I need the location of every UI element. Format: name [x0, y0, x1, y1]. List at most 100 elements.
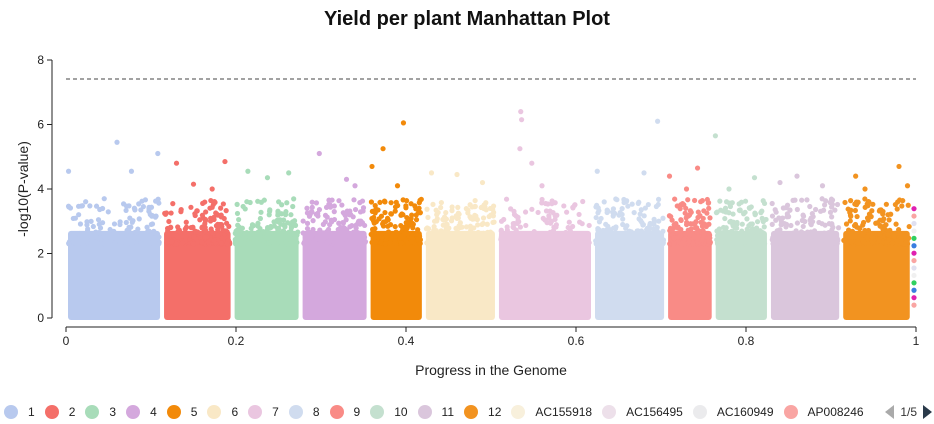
peak-point[interactable]	[128, 168, 135, 174]
data-point	[347, 224, 353, 230]
legend-label: 5	[190, 405, 198, 419]
y-tick-label: 0	[37, 311, 44, 325]
data-point	[325, 226, 332, 233]
peak-point[interactable]	[380, 146, 386, 152]
peak-point[interactable]	[539, 183, 545, 189]
legend-prev-icon[interactable]	[885, 405, 895, 419]
peak-point[interactable]	[726, 186, 732, 192]
legend-item-7[interactable]: 7	[248, 405, 279, 419]
data-point	[855, 240, 861, 246]
peak-point[interactable]	[343, 176, 350, 182]
data-point	[274, 217, 280, 223]
data-point	[704, 196, 710, 203]
legend-item-6[interactable]: 6	[207, 405, 238, 419]
data-point	[361, 234, 367, 240]
peak-point[interactable]	[209, 186, 215, 192]
legend-next-icon[interactable]	[923, 405, 932, 419]
peak-point[interactable]	[479, 179, 486, 186]
peak-point[interactable]	[594, 168, 600, 174]
dense-points-band	[164, 230, 231, 320]
peak-point[interactable]	[155, 150, 161, 157]
data-point	[183, 219, 189, 225]
data-point	[777, 227, 783, 233]
legend-item-10[interactable]: 10	[370, 405, 408, 419]
peak-point[interactable]	[286, 170, 292, 176]
legend-item-11[interactable]: 11	[417, 405, 454, 419]
peak-point[interactable]	[190, 181, 197, 187]
data-point	[511, 208, 517, 214]
contig-points	[911, 206, 917, 308]
data-point	[307, 233, 313, 240]
peak-point[interactable]	[369, 163, 375, 170]
legend-item-8[interactable]: 8	[288, 405, 320, 419]
legend-item-AC160949[interactable]: AC160949	[692, 405, 774, 419]
peak-point[interactable]	[641, 170, 647, 176]
legend-item-2[interactable]: 2	[44, 405, 75, 419]
peak-point[interactable]	[518, 109, 524, 115]
data-point	[438, 199, 444, 206]
legend-item-5[interactable]: 5	[166, 405, 198, 419]
peak-point[interactable]	[65, 168, 72, 174]
data-point	[388, 211, 395, 217]
legend-item-3[interactable]: 3	[85, 405, 116, 419]
data-point	[281, 217, 287, 223]
peak-point[interactable]	[222, 158, 228, 165]
peak-point[interactable]	[751, 175, 758, 181]
data-point	[620, 216, 626, 222]
data-point	[200, 200, 206, 206]
x-tick-label: 1	[913, 334, 920, 348]
data-point	[683, 205, 689, 211]
data-point	[449, 215, 455, 221]
peak-point[interactable]	[683, 186, 690, 192]
peak-point[interactable]	[173, 160, 180, 166]
peak-point[interactable]	[529, 160, 535, 166]
data-point	[147, 211, 153, 218]
data-point	[653, 203, 659, 210]
data-point	[88, 233, 94, 239]
data-point	[594, 202, 600, 208]
legend-item-1[interactable]: 1	[4, 405, 35, 419]
peak-point[interactable]	[264, 175, 271, 181]
legend-item-12[interactable]: 12	[464, 405, 501, 419]
chromosome-1-points	[65, 139, 162, 320]
legend-item-9[interactable]: 9	[329, 405, 360, 419]
peak-point[interactable]	[454, 171, 460, 178]
peak-point[interactable]	[862, 186, 868, 192]
peak-point[interactable]	[819, 183, 826, 189]
peak-point[interactable]	[428, 170, 435, 176]
data-point	[92, 239, 98, 245]
data-point	[688, 221, 694, 227]
peak-point[interactable]	[316, 150, 322, 157]
data-point	[861, 239, 867, 245]
data-point	[170, 201, 176, 207]
peak-point[interactable]	[853, 173, 859, 179]
peak-point[interactable]	[694, 165, 701, 171]
legend-item-AC156495[interactable]: AC156495	[602, 405, 683, 419]
data-point	[264, 226, 271, 233]
legend-swatch-icon	[417, 405, 432, 419]
peak-point[interactable]	[655, 118, 661, 124]
data-point	[272, 231, 279, 237]
peak-point[interactable]	[904, 183, 911, 189]
peak-point[interactable]	[517, 146, 523, 152]
peak-point[interactable]	[519, 117, 525, 123]
peak-point[interactable]	[245, 168, 251, 174]
data-point	[516, 219, 522, 225]
peak-point[interactable]	[101, 196, 107, 202]
data-point	[769, 221, 775, 228]
peak-point[interactable]	[400, 120, 407, 126]
peak-point[interactable]	[666, 173, 673, 179]
legend-item-AC155918[interactable]: AC155918	[511, 405, 592, 419]
data-point	[613, 234, 620, 240]
data-point	[865, 217, 871, 223]
peak-point[interactable]	[394, 183, 401, 189]
peak-point[interactable]	[352, 183, 358, 189]
legend-item-AP008246[interactable]: AP008246	[783, 405, 864, 419]
peak-point[interactable]	[896, 163, 902, 170]
data-point	[550, 210, 556, 216]
peak-point[interactable]	[777, 179, 783, 186]
peak-point[interactable]	[794, 173, 800, 179]
legend-item-4[interactable]: 4	[126, 405, 157, 419]
peak-point[interactable]	[114, 139, 120, 145]
peak-point[interactable]	[712, 133, 719, 139]
